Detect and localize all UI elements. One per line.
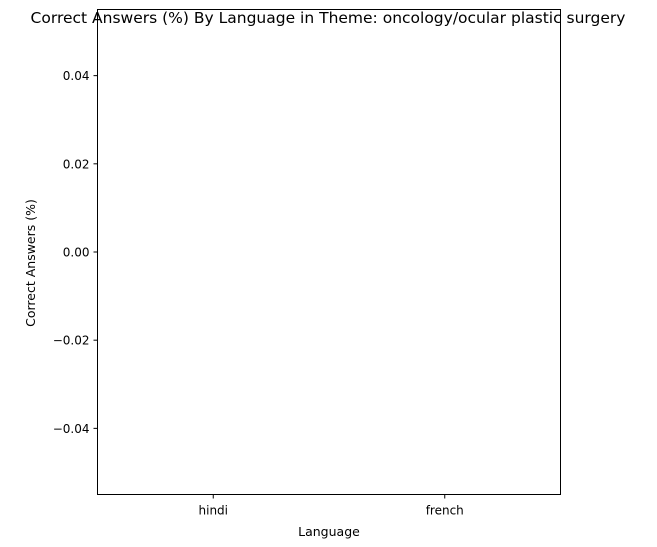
x-axis: hindi french (199, 494, 464, 518)
y-tick-label: 0.04 (63, 69, 90, 83)
x-tick-label-french: french (426, 504, 464, 518)
x-tick-label-hindi: hindi (199, 504, 229, 518)
chart-title: Correct Answers (%) By Language in Theme… (31, 9, 626, 27)
y-axis-label: Correct Answers (%) (23, 199, 38, 327)
y-axis: 0.04 0.02 0.00 −0.02 −0.04 (53, 69, 98, 436)
y-tick-label: −0.02 (53, 334, 90, 348)
y-tick-label: 0.00 (63, 246, 90, 260)
plot-frame (97, 9, 561, 495)
plot-area (97, 9, 561, 495)
y-tick-label: 0.02 (63, 157, 90, 171)
y-tick-label: −0.04 (53, 422, 90, 436)
x-axis-label: Language (298, 524, 360, 539)
